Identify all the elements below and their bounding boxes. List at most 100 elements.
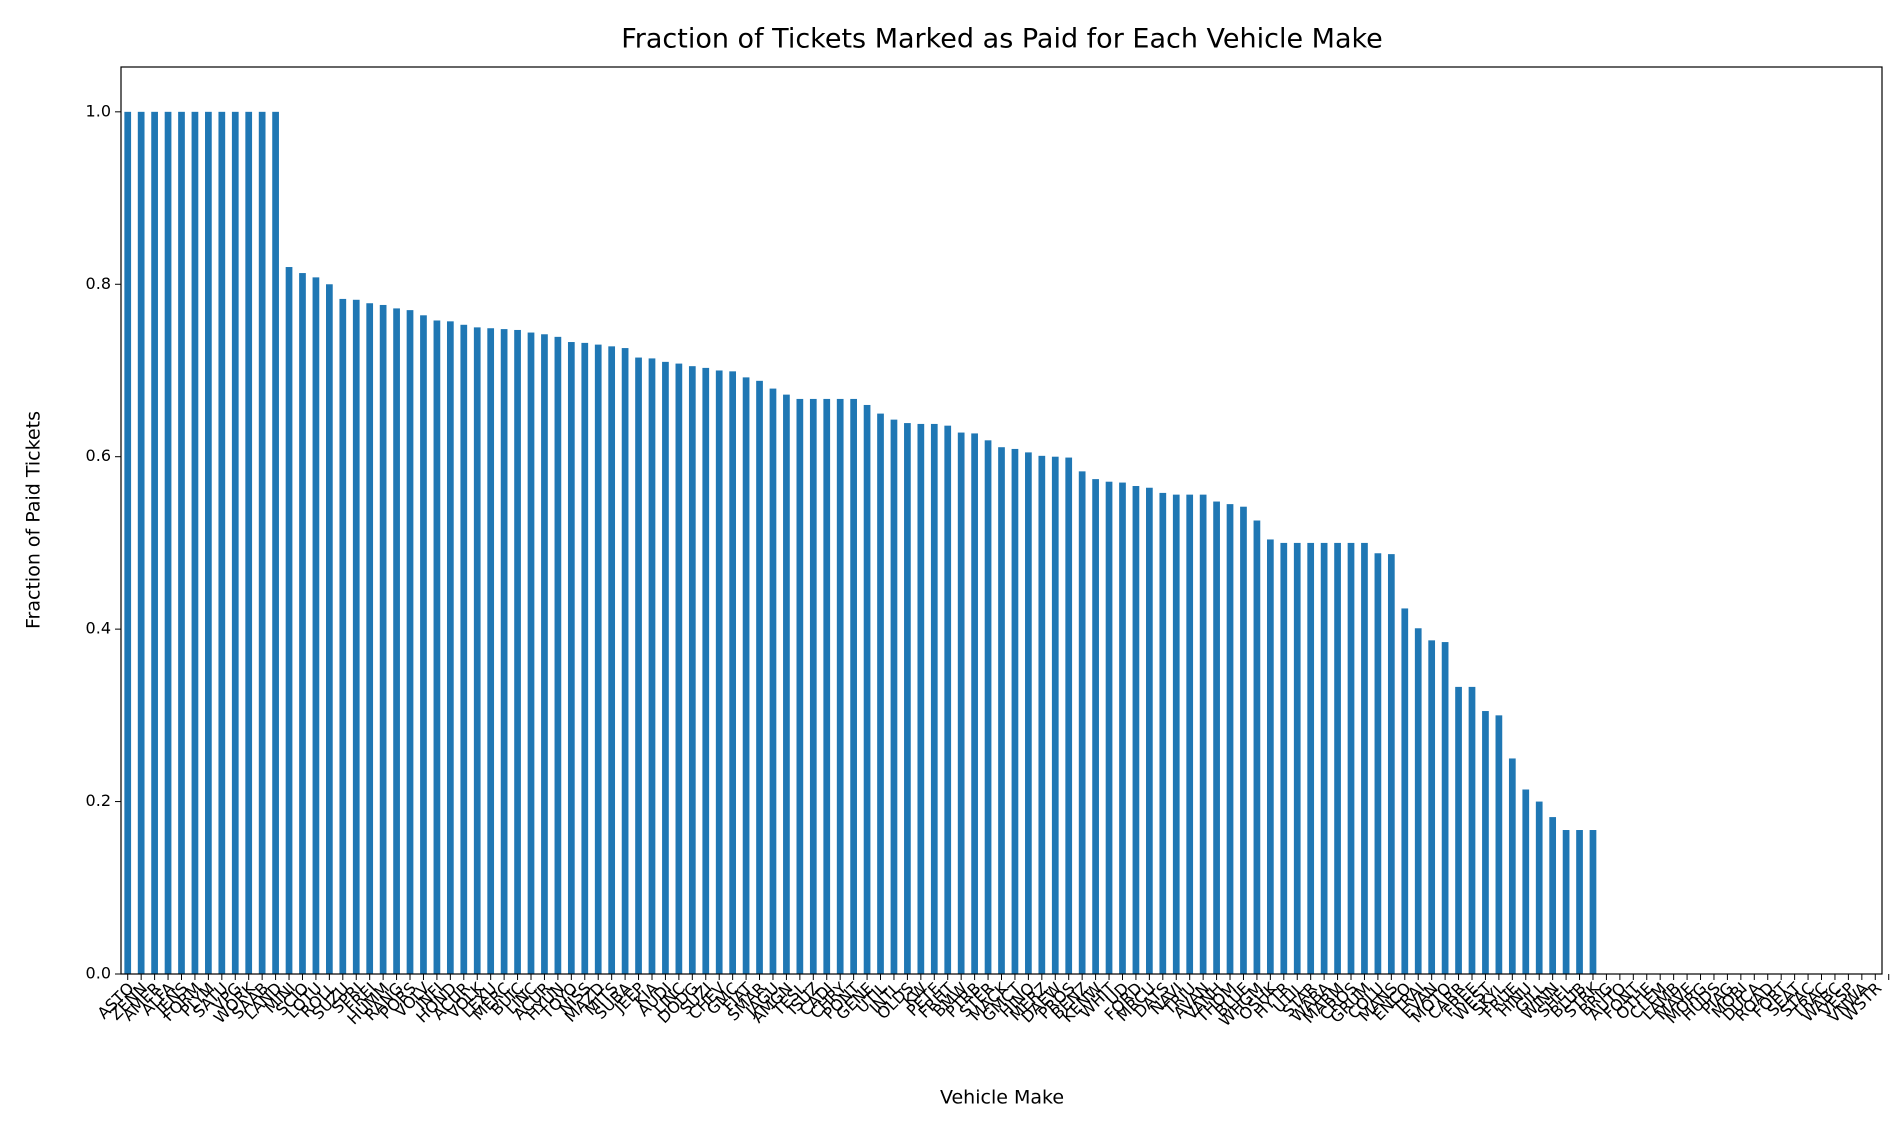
bar <box>514 329 521 974</box>
bar <box>594 344 602 974</box>
y-axis-label: Fraction of Paid Tickets <box>23 411 45 629</box>
bar <box>527 332 535 975</box>
bar <box>904 423 911 975</box>
bar <box>984 440 992 974</box>
bar <box>1401 608 1409 974</box>
chart-title: Fraction of Tickets Marked as Paid for E… <box>621 24 1383 55</box>
bar <box>1226 504 1234 974</box>
bar <box>1266 539 1274 974</box>
bar <box>1240 506 1247 974</box>
bar <box>796 398 804 974</box>
bar <box>783 394 790 975</box>
bar <box>433 320 441 974</box>
bar <box>1414 628 1422 974</box>
bar <box>850 398 857 974</box>
y-tick-label: 0.2 <box>86 791 111 810</box>
bar <box>487 328 495 974</box>
bar <box>178 111 185 974</box>
bar <box>1119 482 1126 974</box>
bar <box>460 324 468 974</box>
bar <box>1038 455 1046 974</box>
bar <box>1065 457 1073 975</box>
bar <box>312 277 320 974</box>
bar <box>1320 542 1328 974</box>
bar <box>1441 642 1449 974</box>
bar <box>1455 686 1462 974</box>
bar <box>635 357 642 974</box>
bar <box>151 111 158 974</box>
bar <box>285 267 293 974</box>
bar <box>1199 494 1207 974</box>
y-tick-label: 0.4 <box>86 619 111 638</box>
bar <box>1508 758 1516 974</box>
bar <box>554 336 562 974</box>
bar <box>877 413 884 974</box>
bar <box>1482 711 1489 974</box>
bar <box>1522 789 1530 974</box>
bar <box>379 304 387 975</box>
bar <box>1025 452 1032 974</box>
bar <box>218 111 226 974</box>
bar <box>890 419 898 974</box>
bar <box>1468 686 1476 974</box>
y-tick-label: 0.8 <box>86 274 111 293</box>
bar <box>1186 494 1194 974</box>
bar <box>1011 448 1019 974</box>
bar <box>1105 481 1113 974</box>
bar <box>648 358 656 974</box>
bar <box>581 342 589 974</box>
bar <box>930 423 938 974</box>
bar <box>662 361 669 974</box>
bar <box>688 366 696 974</box>
bar <box>1280 542 1288 974</box>
bar <box>393 308 400 974</box>
bar <box>756 380 763 975</box>
bar <box>1132 486 1140 974</box>
bar <box>406 310 414 974</box>
bar <box>1307 542 1315 974</box>
bar <box>420 315 427 974</box>
bar <box>1562 830 1570 974</box>
bar <box>1146 487 1153 974</box>
bar <box>500 329 508 974</box>
bar <box>1549 817 1557 974</box>
bar <box>1589 830 1597 974</box>
y-tick-label: 0.0 <box>86 964 111 983</box>
bar <box>567 342 575 974</box>
bar <box>675 363 683 974</box>
bar <box>1213 501 1220 974</box>
bar <box>205 111 212 974</box>
bar <box>944 425 952 974</box>
bar <box>998 447 1005 974</box>
bar <box>366 303 374 974</box>
bar <box>836 398 844 974</box>
x-axis-label: Vehicle Make <box>940 1087 1064 1109</box>
bar <box>769 388 777 975</box>
bar <box>1535 801 1543 974</box>
bar <box>1361 542 1368 974</box>
bar <box>1293 542 1301 974</box>
bar <box>1495 715 1503 974</box>
bar <box>299 273 306 974</box>
bar <box>621 348 629 974</box>
bar <box>339 298 347 975</box>
bar <box>863 404 871 974</box>
bar <box>1387 554 1395 974</box>
bar <box>124 111 132 974</box>
bar <box>823 398 831 974</box>
bar <box>1078 471 1086 974</box>
plot-frame <box>120 66 1883 975</box>
bar <box>541 334 548 974</box>
bar <box>446 321 454 974</box>
bar <box>809 398 817 974</box>
bar <box>473 327 481 974</box>
bar <box>272 111 279 974</box>
bar <box>137 111 145 974</box>
bar <box>1347 542 1355 974</box>
bar <box>957 432 965 974</box>
bar <box>1172 494 1180 974</box>
bar <box>1428 640 1436 974</box>
bar <box>608 346 616 975</box>
bar <box>702 367 710 975</box>
